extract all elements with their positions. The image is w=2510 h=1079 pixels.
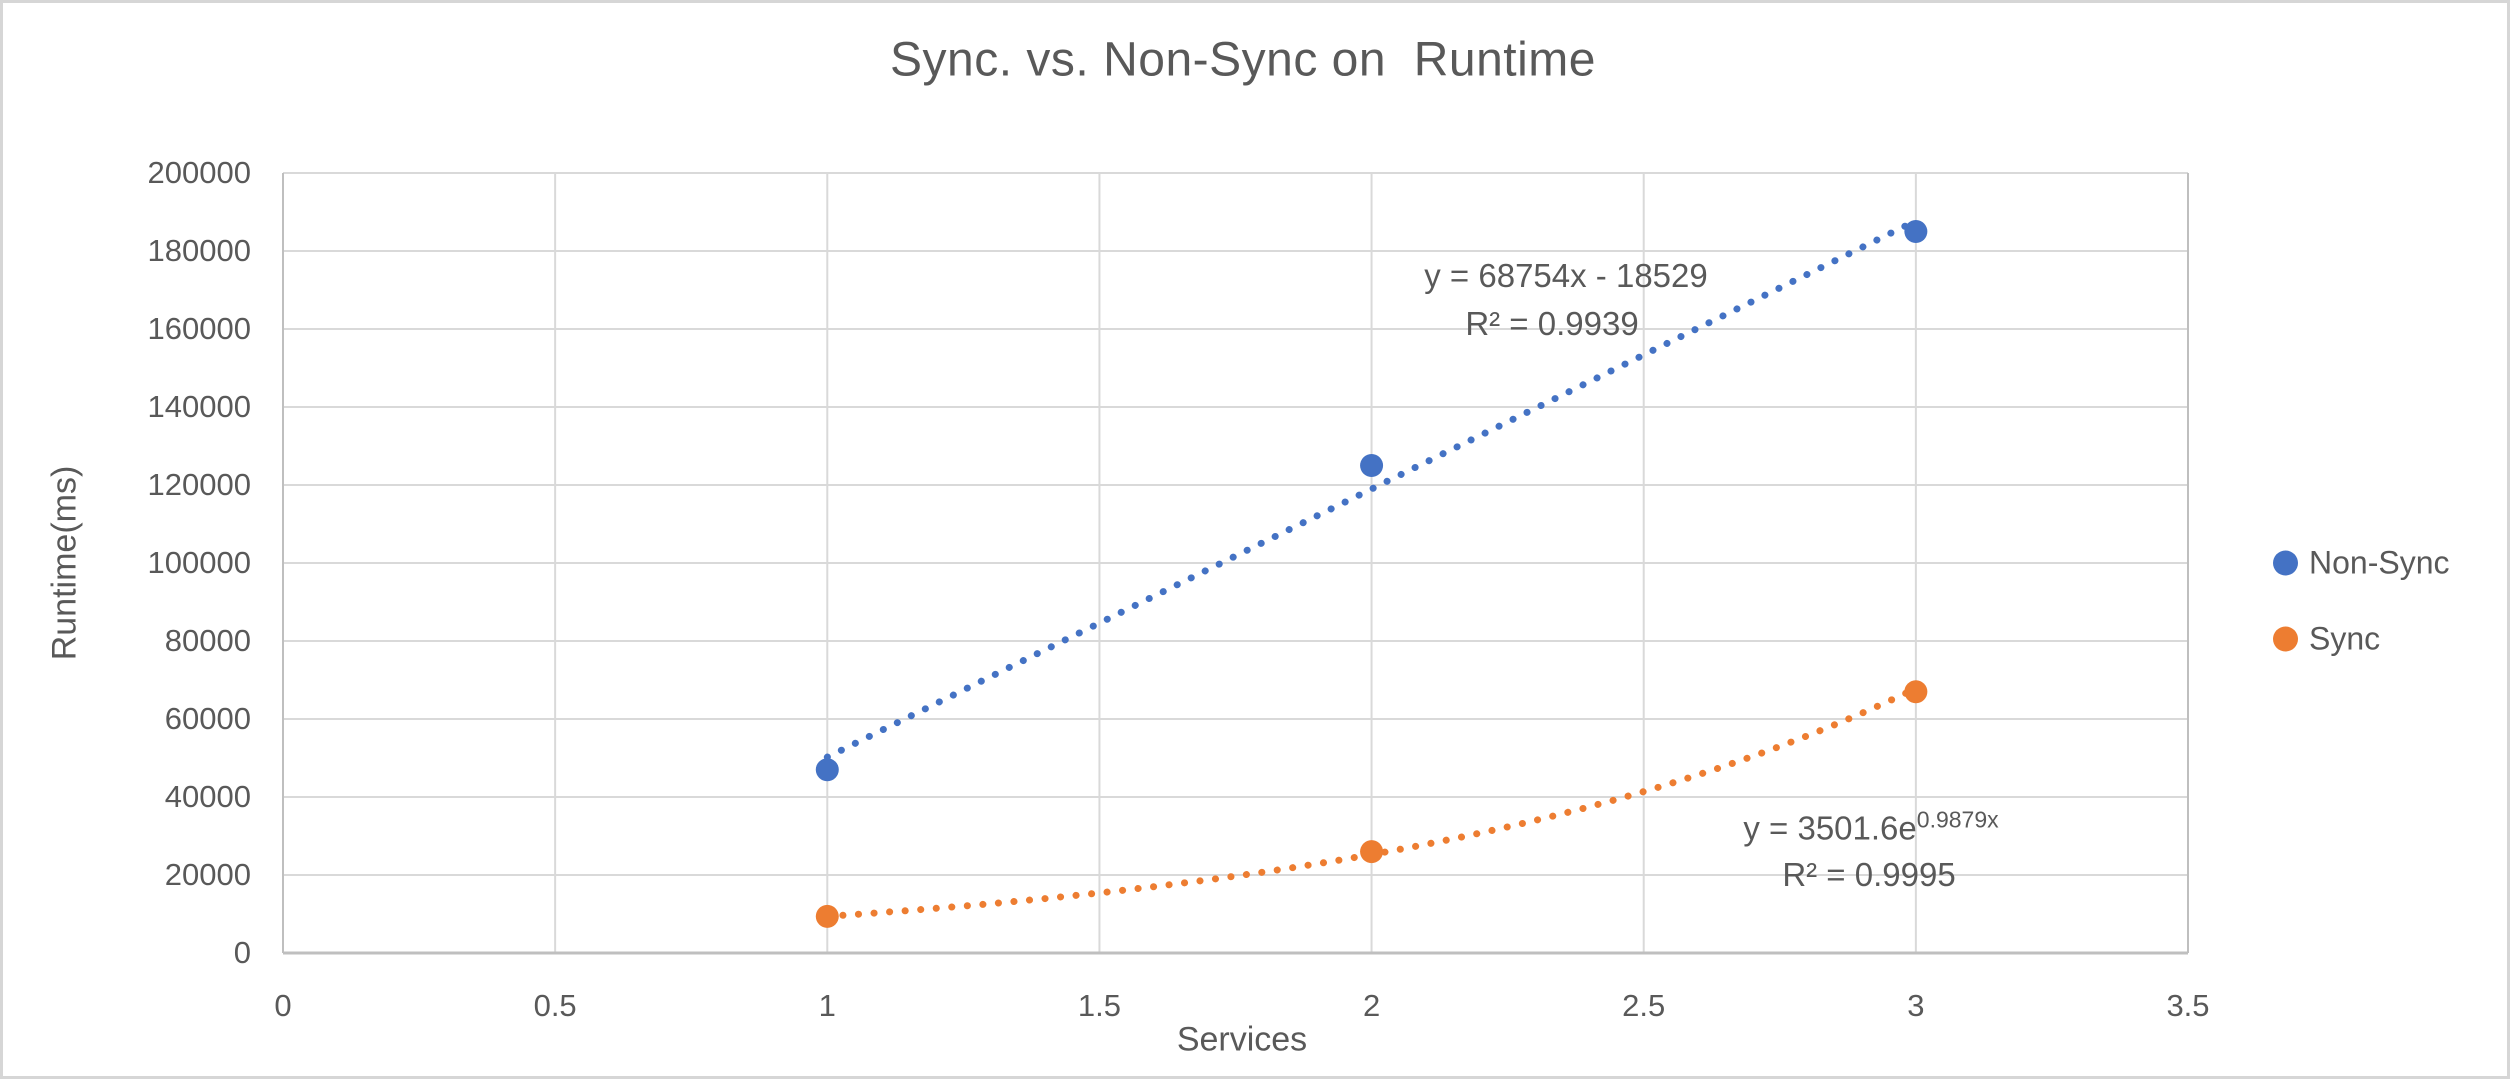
chart-title: Sync. vs. Non-Sync on Runtime xyxy=(890,33,1596,87)
y-tick-label: 160000 xyxy=(147,311,251,346)
legend-item-non-sync: Non-Sync xyxy=(2273,545,2450,582)
sync-equation-base: y = 3501.6e xyxy=(1743,809,1917,847)
x-tick-label: 3.5 xyxy=(2166,988,2210,1023)
y-tick-label: 200000 xyxy=(147,155,251,190)
non-sync-trendline xyxy=(823,217,1920,761)
sync-equation-exponent: 0.9879x xyxy=(1916,806,1999,833)
x-tick-label: 1.5 xyxy=(1077,988,1121,1023)
non-sync-trendline-equation: y = 68754x - 18529 xyxy=(1424,257,1708,294)
x-tick-label: 2.5 xyxy=(1622,988,1666,1023)
y-tick-label: 0 xyxy=(233,935,251,970)
y-tick-label: 40000 xyxy=(164,779,251,814)
sync-trendline-r2: R² = 0.9995 xyxy=(1782,856,1956,893)
y-tick-label: 180000 xyxy=(147,233,251,268)
plot-area xyxy=(282,172,2189,955)
non-sync-trendline-r2: R² = 0.9939 xyxy=(1465,305,1639,342)
x-tick-label: 3 xyxy=(1907,988,1925,1023)
legend-item-sync: Sync xyxy=(2273,621,2380,658)
sync-point xyxy=(815,904,839,928)
sync-legend-label: Sync xyxy=(2309,620,2381,657)
y-tick-label: 100000 xyxy=(147,545,251,580)
sync-legend-marker-icon xyxy=(2273,626,2298,652)
non-sync-point xyxy=(1360,454,1384,477)
x-tick-label: 0.5 xyxy=(533,988,577,1023)
non-sync-legend-label: Non-Sync xyxy=(2309,544,2450,581)
y-tick-label: 20000 xyxy=(164,857,251,892)
sync-point xyxy=(1904,680,1928,704)
y-tick-label: 120000 xyxy=(147,467,251,502)
y-tick-label: 140000 xyxy=(147,389,251,424)
x-tick-label: 1 xyxy=(818,988,836,1023)
y-tick-label: 80000 xyxy=(164,623,251,658)
x-axis-title: Services xyxy=(1176,1020,1308,1059)
x-tick-label: 0 xyxy=(274,988,292,1023)
non-sync-legend-marker-icon xyxy=(2273,550,2298,576)
y-tick-label: 60000 xyxy=(164,701,251,736)
sync-trendline-equation: y = 3501.6e0.9879x xyxy=(1743,807,1998,848)
sync-point xyxy=(1360,840,1384,864)
non-sync-point xyxy=(815,758,839,782)
non-sync-point xyxy=(1904,220,1928,243)
x-tick-label: 2 xyxy=(1362,988,1381,1023)
